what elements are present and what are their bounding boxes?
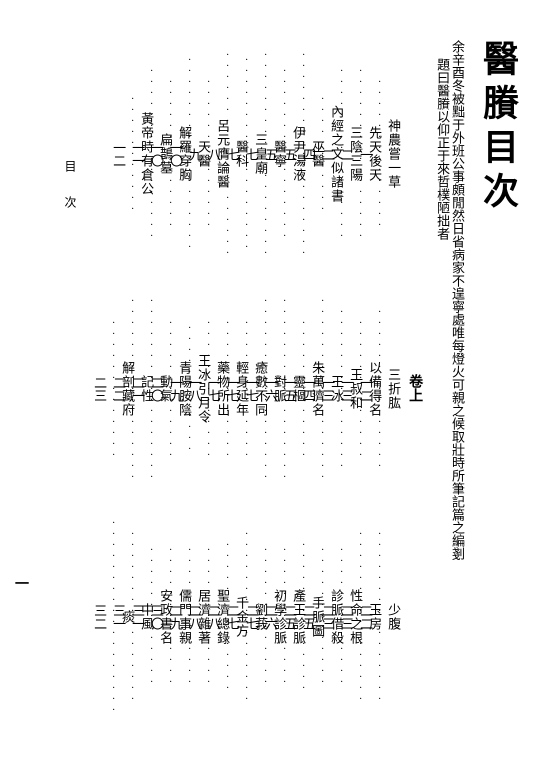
entry-title: 少腹 [384,603,403,631]
entry-page: 七 [242,148,261,161]
entry-page: 二七 [223,604,242,630]
entry-page: 一二 [109,141,128,167]
table-of-contents: 卷上 神農嘗一草··············一三折肱··············… [40,30,424,730]
entry-page: 一三 [318,376,337,402]
entry-page: 二八 [185,604,204,630]
entry-title: 三折肱 [384,368,403,410]
section-heading: 卷上 [405,30,424,730]
entry-page: 一 [356,148,375,161]
entry-page: 一七 [242,376,261,402]
toc-entry: 三折肱···············一二 [384,270,403,500]
entry-page: 一五 [280,376,299,402]
entry-page: 二〇 [147,376,166,402]
entry-page: 二三 [337,604,356,630]
entry-page: 一六 [261,376,280,402]
entry-page: 二三 [90,376,109,402]
toc-column: 神農嘗一草··············一三折肱···············一二… [384,30,403,730]
entry-page: 五 [280,148,299,161]
toc-body: 神農嘗一草··············一三折肱···············一二… [118,30,403,730]
entry-page: 二一 [128,376,147,402]
leader-dots: ·············· [375,77,384,231]
entry-page: 五 [261,148,280,161]
entry-page: 二九 [166,604,185,630]
book-title: 醫賸目次 [472,30,524,730]
entry-page: 三一 [128,604,147,630]
toc-entry: 神農嘗一草··············一 [384,30,403,270]
preface-line-1: 余辛酉冬被黜于外班公事頗閒然日省病家不遑寧處唯每燈火可親之候取壯時所筆記篇之編剗 [449,30,464,730]
preface-block: 余辛酉冬被黜于外班公事頗閒然日省病家不遑寧處唯每燈火可親之候取壯時所筆記篇之編剗… [434,30,464,730]
preface-line-2: 題曰醫賸以仰正于來哲樸陋拙者 [434,30,449,730]
entry-page: 七 [223,148,242,161]
entry-title: 神農嘗一草 [384,119,403,189]
entry-page: 九 [185,148,204,161]
entry-page: 二五 [299,604,318,630]
leader-dots: ················ [375,529,384,705]
entry-page: 二 [337,148,356,161]
entry-page: 三〇 [147,604,166,630]
entry-page: 一〇 [147,141,166,167]
entry-page: 一四 [299,376,318,402]
entry-page: 二六 [261,604,280,630]
entry-page: 一二 [356,376,375,402]
page-number: 一 [10,576,30,590]
entry-page: 二七 [242,604,261,630]
entry-page: 二三 [318,604,337,630]
leader-dots: ··············· [375,307,384,472]
entry-page: 一七 [223,376,242,402]
entry-page: 一〇 [166,141,185,167]
entry-page: 一七 [204,376,223,402]
entry-page: 一九 [166,376,185,402]
entry-page: 三一 [109,604,128,630]
entry-page: 二二 [109,376,128,402]
entry-page: 一八 [185,376,204,402]
toc-entry: 少腹················二二 [384,500,403,725]
entry-page: 四 [299,148,318,161]
entry-page: 一一 [128,141,147,167]
entry-page: 八 [204,148,223,161]
entry-page: 三二 [90,604,109,630]
running-head: 目 次 [62,160,79,214]
entry-page: 二 [318,148,337,161]
entry-page: 二二 [356,604,375,630]
entry-page: 二五 [280,604,299,630]
entry-page: 一三 [337,376,356,402]
entry-page: 二八 [204,604,223,630]
